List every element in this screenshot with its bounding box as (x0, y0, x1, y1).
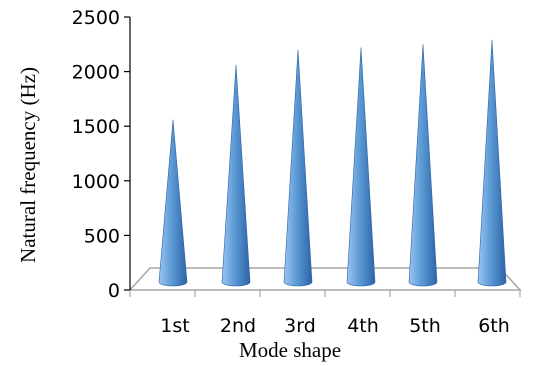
chart-floor (128, 267, 522, 291)
cone-bar-2nd (221, 65, 251, 287)
x-tick-label: 5th (409, 315, 441, 337)
cone-bar-3rd (283, 49, 313, 287)
cone-bar-4th (346, 47, 376, 287)
cone-bar-5th (408, 44, 438, 287)
y-tick-label: 1000 (72, 171, 120, 193)
y-tick-label: 500 (84, 225, 120, 247)
x-tick-label: 2nd (220, 315, 256, 337)
y-axis-title: Natural frequency (Hz) (16, 67, 40, 263)
y-tick-label: 2500 (72, 7, 120, 29)
x-tick-label: 6th (478, 315, 510, 337)
y-tick-label: 2000 (72, 62, 120, 84)
x-tick-label: 4th (347, 315, 379, 337)
x-tick-label: 3rd (284, 315, 316, 337)
x-tick-label: 1st (160, 315, 189, 337)
x-axis-title: Mode shape (239, 338, 341, 362)
cone-bar-6th (477, 39, 507, 287)
cone-bar-1st (158, 119, 188, 287)
y-tick-label: 1500 (72, 116, 120, 138)
y-tick-label: 0 (108, 280, 120, 302)
